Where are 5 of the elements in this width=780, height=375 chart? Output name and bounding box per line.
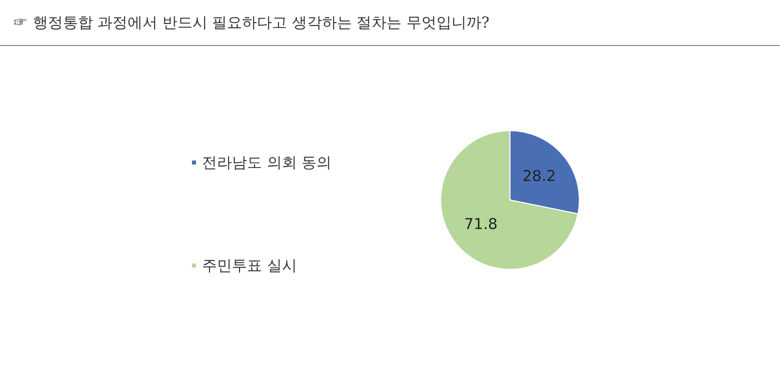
legend-label: 주민투표 실시 (202, 256, 297, 274)
data-label: 71.8 (464, 214, 498, 233)
chart-title: ☞ 행정통합 과정에서 반드시 필요하다고 생각하는 절차는 무엇입니까? (13, 14, 490, 32)
data-label: 28.2 (522, 167, 556, 186)
legend-label: 전라남도 의회 동의 (202, 154, 332, 172)
